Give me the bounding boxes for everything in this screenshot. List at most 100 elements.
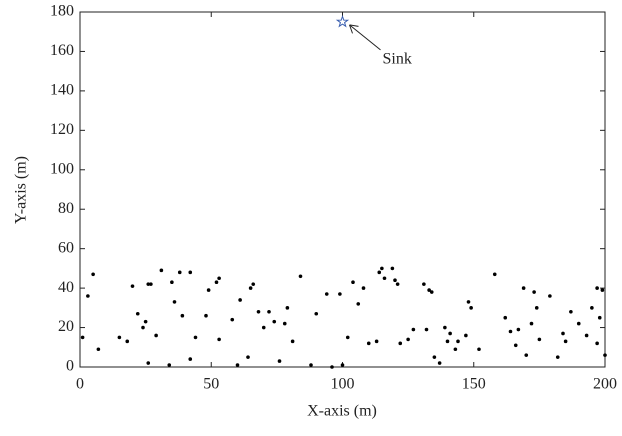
node-point — [590, 306, 594, 310]
sink-marker — [335, 14, 350, 28]
node-point — [206, 288, 211, 292]
node-point — [524, 353, 529, 357]
node-point — [600, 288, 605, 292]
node-point — [445, 339, 450, 344]
x-tick-label: 50 — [203, 376, 219, 393]
node-point — [167, 363, 172, 367]
y-tick-label: 120 — [50, 121, 74, 138]
y-tick-label: 80 — [58, 200, 74, 217]
node-point — [149, 282, 153, 286]
node-point — [548, 294, 552, 298]
x-tick-label: 150 — [462, 376, 486, 393]
y-tick-label: 0 — [66, 358, 74, 375]
node-point — [309, 363, 313, 367]
node-point — [584, 333, 589, 338]
node-point — [469, 306, 473, 310]
node-point — [146, 361, 151, 365]
node-point — [146, 282, 151, 286]
node-point — [356, 302, 361, 306]
node-point — [427, 288, 431, 292]
node-point — [238, 298, 242, 302]
plot-frame — [79, 11, 606, 368]
node-point — [508, 329, 513, 334]
node-point — [422, 282, 426, 286]
node-point — [411, 327, 416, 332]
node-point — [380, 266, 384, 271]
node-point — [555, 355, 560, 359]
node-point — [576, 321, 581, 326]
node-point — [285, 306, 290, 310]
node-point — [521, 286, 526, 290]
node-point — [456, 339, 460, 344]
node-point — [141, 325, 145, 330]
annotation-arrowhead — [349, 24, 359, 34]
node-point — [117, 335, 122, 340]
node-point — [246, 355, 250, 359]
node-point — [516, 327, 521, 332]
node-point — [398, 341, 403, 346]
node-point — [135, 311, 140, 316]
node-point — [453, 347, 458, 352]
node-point — [324, 292, 329, 296]
node-point — [340, 363, 345, 367]
y-tick-label: 20 — [58, 318, 74, 335]
node-point — [143, 319, 148, 324]
node-point — [298, 274, 303, 279]
node-point — [395, 282, 400, 286]
node-point — [393, 278, 397, 283]
y-tick-label: 160 — [50, 42, 74, 59]
node-point — [513, 343, 518, 348]
node-point — [563, 339, 568, 344]
y-tick-label: 60 — [58, 239, 74, 256]
node-point — [188, 357, 193, 361]
y-tick-label: 100 — [50, 160, 74, 177]
node-point — [569, 309, 573, 314]
node-point — [537, 337, 542, 342]
x-axis-label: X-axis (m) — [307, 403, 377, 420]
node-point — [154, 333, 158, 338]
node-point — [235, 363, 240, 367]
node-point — [230, 317, 235, 322]
annotation-arrow — [349, 24, 381, 51]
node-point — [290, 339, 295, 344]
node-point — [217, 337, 221, 342]
x-tick-label: 200 — [593, 376, 617, 393]
y-tick-label: 140 — [50, 82, 74, 99]
node-point — [377, 270, 382, 275]
node-point — [366, 341, 371, 346]
node-point — [217, 276, 221, 281]
node-point — [330, 365, 334, 369]
node-point — [91, 272, 95, 277]
node-point — [338, 292, 342, 296]
node-point — [429, 290, 434, 294]
node-point — [443, 325, 447, 330]
node-point — [251, 282, 256, 286]
node-point — [345, 335, 350, 340]
node-point — [406, 337, 410, 342]
node-point — [159, 268, 164, 273]
node-point — [492, 272, 497, 277]
node-point — [267, 309, 271, 314]
node-point — [282, 321, 287, 326]
node-point — [361, 286, 366, 290]
node-point — [466, 300, 471, 304]
node-point — [603, 353, 607, 357]
y-axis-label: Y-axis (m) — [13, 156, 30, 224]
node-point — [130, 284, 135, 288]
node-point — [172, 300, 177, 304]
node-point — [432, 355, 437, 359]
node-point — [86, 294, 90, 298]
annotation-label: Sink — [383, 51, 412, 68]
node-point — [125, 339, 130, 344]
node-point — [448, 331, 452, 336]
node-point — [314, 311, 319, 316]
node-point — [170, 280, 174, 284]
node-point — [561, 331, 565, 336]
node-point — [272, 319, 277, 324]
node-point — [177, 270, 182, 275]
node-point — [477, 347, 481, 352]
x-tick-label: 100 — [331, 376, 355, 393]
node-point — [595, 286, 599, 290]
node-point — [188, 270, 193, 275]
